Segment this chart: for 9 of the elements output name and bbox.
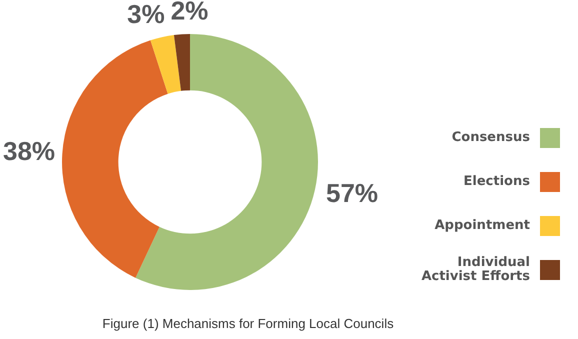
legend-label: Appointment: [434, 218, 530, 233]
data-label: 2%: [170, 0, 208, 26]
legend-label: Consensus: [452, 130, 530, 145]
text: Figure (1) Mechanisms for Forming Local Councils: [101, 316, 395, 331]
data-label: 38%: [2, 136, 56, 166]
legend-label: Elections: [464, 174, 530, 189]
data-label: 57%: [326, 178, 378, 208]
data-label: 3%: [127, 0, 165, 29]
legend-label: Individual Activist Efforts: [420, 255, 530, 284]
